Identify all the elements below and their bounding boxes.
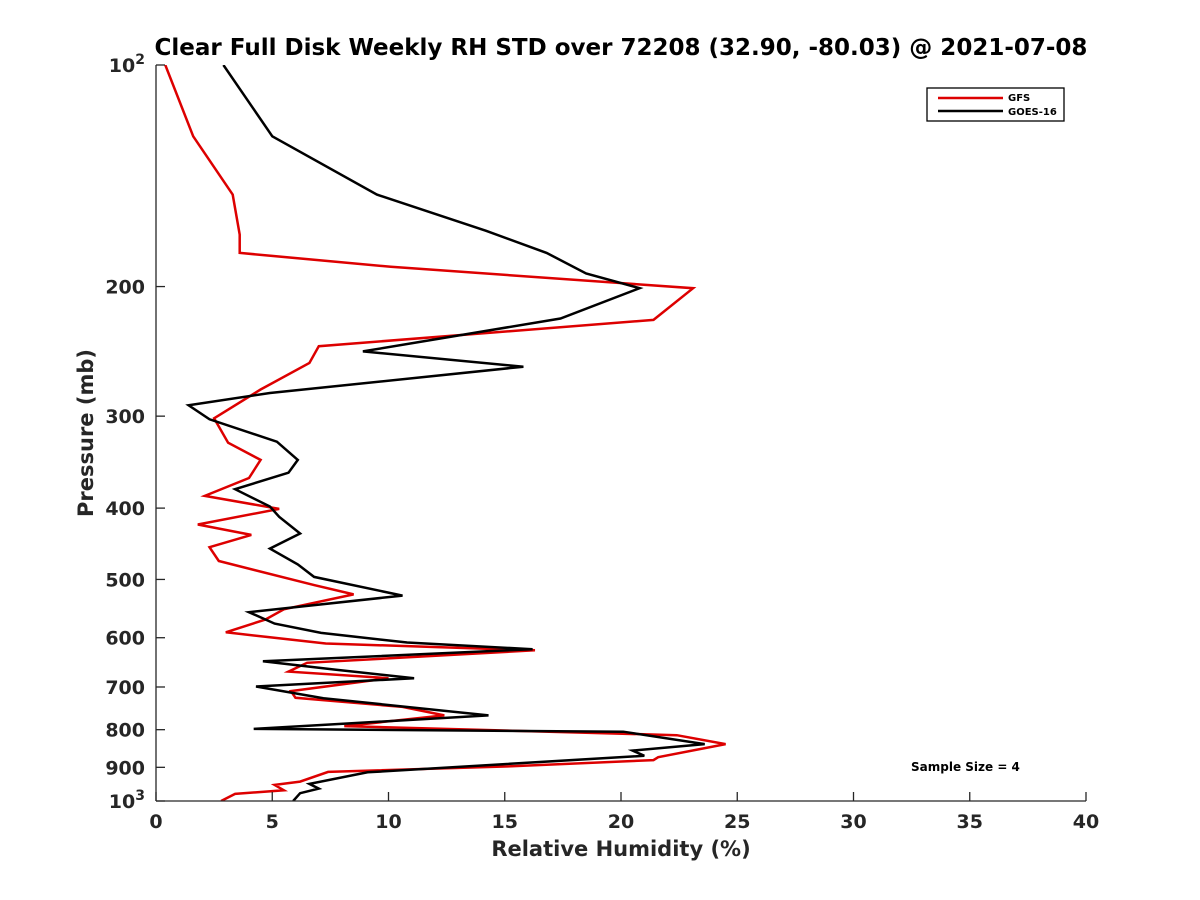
chart-title: Clear Full Disk Weekly RH STD over 72208… — [155, 35, 1088, 61]
x-tick-label: 0 — [149, 811, 162, 833]
x-tick-label: 20 — [608, 811, 634, 833]
y-tick-label: 200 — [105, 277, 145, 299]
x-tick-label: 10 — [375, 811, 401, 833]
y-tick-label: 300 — [105, 406, 145, 428]
x-ticks: 0 5 10 15 20 25 30 35 40 — [149, 792, 1099, 833]
x-tick-label: 30 — [840, 811, 866, 833]
y-tick-label: 700 — [105, 677, 145, 699]
y-ticks: 102 200 300 400 500 600 700 800 900 103 — [105, 52, 165, 813]
x-tick-label: 35 — [957, 811, 983, 833]
series-layer — [164, 65, 726, 801]
y-tick-label: 102 — [109, 52, 145, 77]
y-tick-label: 103 — [109, 788, 145, 813]
y-tick-label: 400 — [105, 498, 145, 520]
legend-box — [926, 87, 1065, 122]
y-axis-label: Pressure (mb) — [74, 349, 98, 517]
sample-size-annotation: Sample Size = 4 — [911, 760, 1020, 774]
legend-label-goes16: GOES-16 — [1008, 107, 1057, 118]
x-tick-label: 25 — [724, 811, 750, 833]
legend: GFS GOES-16 — [926, 87, 1065, 122]
x-tick-label: 5 — [266, 811, 279, 833]
x-tick-label: 15 — [492, 811, 518, 833]
y-tick-label: 600 — [105, 628, 145, 650]
legend-label-gfs: GFS — [1008, 93, 1030, 104]
y-tick-label: 900 — [105, 757, 145, 779]
y-tick-label: 800 — [105, 720, 145, 742]
series-line-goes16 — [185, 65, 705, 801]
y-tick-label: 500 — [105, 569, 145, 591]
x-tick-label: 40 — [1073, 811, 1099, 833]
x-axis-label: Relative Humidity (%) — [491, 837, 750, 861]
